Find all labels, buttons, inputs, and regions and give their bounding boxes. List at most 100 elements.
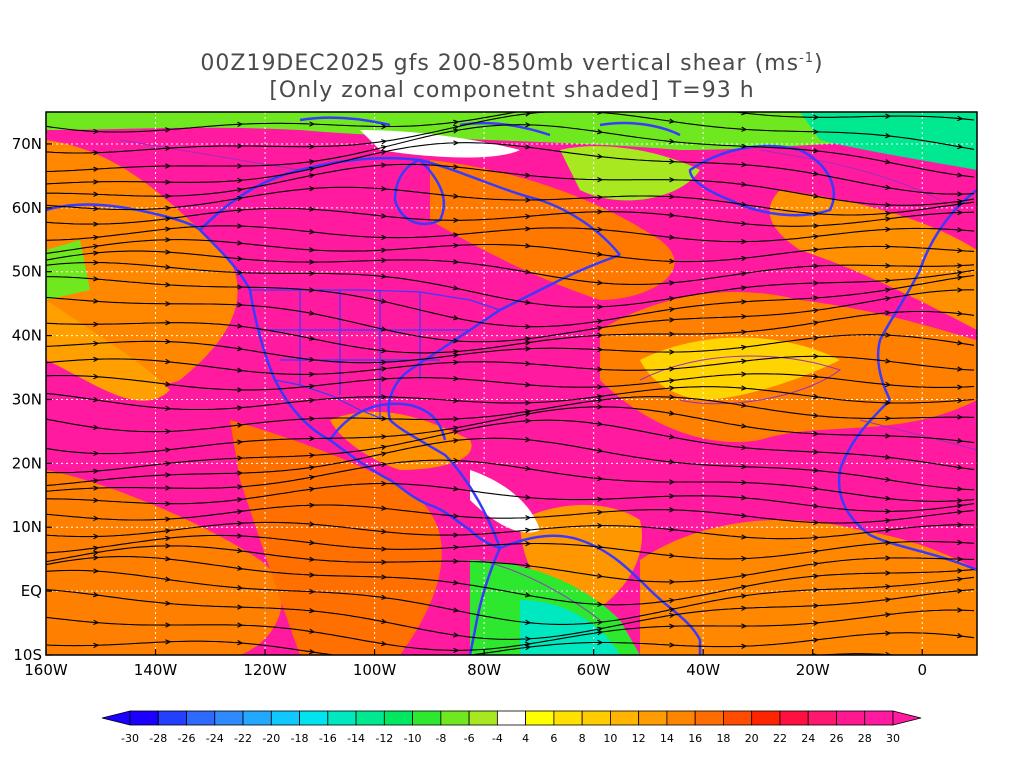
shade-band-orange <box>430 160 675 300</box>
shade-band-cyan <box>800 112 977 170</box>
streamline-arrow <box>813 320 820 326</box>
streamline-arrow <box>957 201 964 207</box>
streamline-arrow <box>597 639 604 646</box>
streamline-arrow <box>669 479 676 485</box>
streamline-arrow <box>381 186 388 192</box>
streamline-arrow <box>525 226 532 232</box>
border-us-canada <box>250 289 501 311</box>
streamline-arrow <box>165 205 172 211</box>
streamline-arrow <box>957 660 962 664</box>
streamline-arrow <box>813 129 820 135</box>
streamline-arrow <box>237 484 244 490</box>
streamline-arrow <box>381 594 388 600</box>
streamline-arrow <box>597 226 604 233</box>
streamline-arrow <box>237 547 244 554</box>
streamline-arrow <box>525 381 532 388</box>
colorbar-swatch <box>327 710 357 726</box>
streamline-arrow <box>165 127 172 133</box>
streamline-arrow <box>93 468 100 474</box>
streamline-arrow <box>453 349 460 355</box>
streamline-arrow <box>237 240 244 246</box>
streamline-arrow <box>309 229 316 235</box>
streamline-arrow <box>597 346 604 353</box>
streamline-arrow <box>453 164 460 170</box>
streamline-arrow <box>741 161 748 168</box>
streamline-arrow <box>309 435 316 442</box>
streamline-arrow <box>381 376 388 382</box>
streamline-arrow <box>381 347 388 354</box>
colorbar-swatch <box>214 710 244 726</box>
streamline-arrow <box>453 544 460 551</box>
streamline-arrow <box>885 210 892 217</box>
streamline-arrow <box>813 223 820 229</box>
streamline-arrow <box>165 249 172 255</box>
streamline <box>46 250 975 285</box>
shade-band-white <box>470 470 540 533</box>
streamline-arrow <box>741 555 748 562</box>
streamline-arrow <box>813 620 820 626</box>
streamline-arrow <box>669 212 676 218</box>
streamline-arrow <box>237 533 244 539</box>
streamline-arrow <box>669 612 676 619</box>
streamline-arrow <box>381 461 388 468</box>
streamline-arrow <box>309 185 316 192</box>
streamline-arrow <box>957 509 964 515</box>
streamline-arrow <box>885 508 892 514</box>
streamline <box>46 569 975 625</box>
colorbar-swatch <box>440 710 470 726</box>
streamline-arrow <box>669 280 676 286</box>
streamline-arrow <box>597 177 604 183</box>
shade-band-green <box>46 112 977 150</box>
streamline <box>46 396 975 433</box>
streamline-arrow <box>597 404 604 410</box>
streamline-arrow <box>669 234 676 240</box>
streamline-arrow <box>93 568 100 574</box>
streamline-arrow <box>669 258 676 265</box>
streamline-arrow <box>813 561 820 567</box>
streamline-arrow <box>165 301 172 307</box>
coastline-north-america <box>199 229 501 550</box>
streamline-arrow <box>381 416 388 422</box>
colorbar-low-arrow <box>101 710 131 726</box>
streamline-arrow <box>309 397 316 404</box>
streamline <box>46 534 975 560</box>
streamline-arrow <box>381 444 388 450</box>
streamline-arrow <box>452 285 460 291</box>
colorbar-swatch <box>638 710 668 726</box>
streamline-arrow <box>165 576 172 582</box>
streamline-arrow <box>885 612 892 618</box>
streamline-arrow <box>525 197 532 203</box>
colorbar-swatch <box>807 710 837 726</box>
streamline-arrow <box>309 247 316 253</box>
colorbar-swatch <box>186 710 216 726</box>
streamline-arrow <box>381 139 388 145</box>
streamline-arrow <box>813 548 820 555</box>
streamline-arrow <box>669 366 676 372</box>
streamline-arrow <box>525 527 532 533</box>
streamline-arrow <box>237 367 244 373</box>
border-us-mexico <box>274 379 386 421</box>
streamline-arrow <box>453 457 460 464</box>
streamline-arrow <box>885 454 892 460</box>
streamline-arrow <box>669 507 676 513</box>
streamline-arrow <box>237 207 244 213</box>
streamline-arrow <box>813 114 820 120</box>
streamline-arrow <box>309 521 316 527</box>
streamline-arrow <box>309 628 316 634</box>
streamline-arrow <box>597 325 604 331</box>
streamline-arrow <box>957 414 964 420</box>
streamline-arrow <box>885 400 892 406</box>
colorbar-label: 28 <box>858 732 872 745</box>
streamline-arrow <box>885 226 892 233</box>
colorbar-swatch <box>496 710 527 726</box>
streamline-arrow <box>597 626 604 632</box>
colorbar-label: -10 <box>404 732 422 745</box>
streamline-arrow <box>380 326 388 332</box>
streamline-arrow <box>453 416 460 422</box>
streamline-arrow <box>741 126 748 132</box>
streamline-arrow <box>237 604 244 610</box>
streamline-arrow <box>309 159 316 165</box>
streamline-arrow <box>453 607 460 613</box>
streamline <box>46 504 975 524</box>
streamline <box>46 521 975 540</box>
